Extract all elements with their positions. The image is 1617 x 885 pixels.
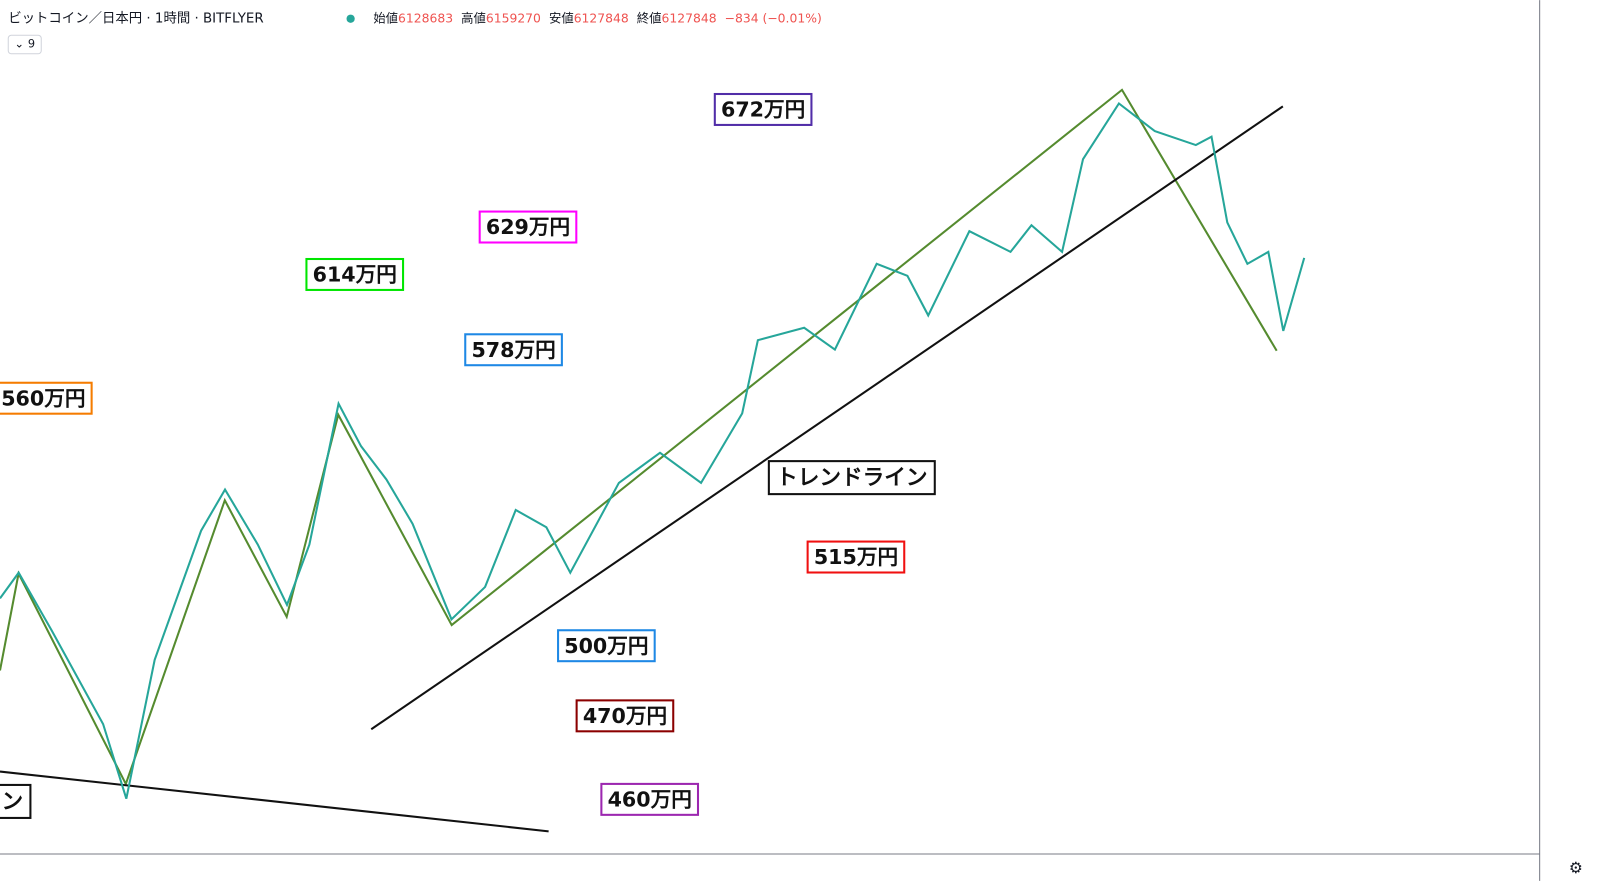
- note-text: 629万円: [486, 215, 570, 239]
- level-note: 672万円: [713, 92, 813, 126]
- annotation: トレンドライン: [767, 460, 936, 496]
- note-text: 672万円: [721, 98, 805, 122]
- zigzag: [0, 88, 1278, 787]
- change: −834 (−0.01%): [725, 11, 822, 25]
- note-text: 500万円: [564, 634, 648, 658]
- note-text: 560万円: [1, 386, 85, 410]
- annotations: 672万円 629万円 614万円 578万円 560万円 515万円 500万円 470万円…: [0, 92, 936, 819]
- level-note: 560万円: [0, 381, 93, 415]
- note-box: [806, 540, 906, 574]
- value: 6159270: [486, 11, 541, 25]
- level-note: 629万円: [478, 210, 578, 244]
- note-text: ン: [2, 789, 24, 814]
- note-text: トレンドライン: [776, 466, 927, 491]
- label: 始値: [373, 10, 398, 25]
- note-box: [557, 629, 656, 663]
- note-box: [0, 381, 93, 415]
- note-text: 614万円: [313, 263, 397, 287]
- note-box: [478, 210, 578, 244]
- note-text: 470万円: [583, 704, 667, 728]
- plot: [0, 101, 1306, 799]
- note-box: [600, 782, 700, 816]
- label: 安値: [549, 10, 574, 25]
- level-note: 470万円: [575, 699, 675, 733]
- label: 高値: [461, 10, 486, 25]
- note-text: 460万円: [608, 787, 692, 811]
- note-box: [0, 783, 32, 819]
- label: 終値: [637, 10, 662, 25]
- trend-line: [0, 770, 549, 833]
- note-box: [464, 333, 563, 367]
- value: 6127848: [574, 11, 629, 25]
- annotation: ン: [0, 783, 32, 819]
- header: ビットコイン／日本円 · 1時間 · BITFLYER 始値6128683 高値…: [7, 10, 822, 55]
- settings-icon[interactable]: ⚙: [1569, 859, 1583, 877]
- indicator-toggle[interactable]: [7, 34, 42, 55]
- note-text: 578万円: [471, 338, 555, 362]
- note-box: [713, 92, 813, 126]
- value: 6128683: [398, 11, 453, 25]
- level-note: 515万円: [806, 540, 906, 574]
- trend-line: [370, 105, 1284, 731]
- level-note: 578万円: [464, 333, 563, 367]
- note-text: 515万円: [814, 545, 898, 569]
- level-note: 460万円: [600, 782, 700, 816]
- level-note: 500万円: [557, 629, 656, 663]
- value: 6127848: [662, 11, 717, 25]
- symbol: ビットコイン／日本円 · 1時間 · BITFLYER: [8, 11, 263, 27]
- ohlc: 始値6128683 高値6159270 安値6127848 終値6127848 …: [373, 10, 821, 25]
- note-box: [767, 460, 936, 496]
- note-box: [575, 699, 675, 733]
- status-dot: [346, 14, 355, 23]
- level-note: 614万円: [305, 257, 405, 291]
- indicator: 9: [28, 37, 35, 51]
- note-box: [305, 257, 405, 291]
- chevron: ⌄: [14, 37, 24, 51]
- price-line: [0, 101, 1306, 799]
